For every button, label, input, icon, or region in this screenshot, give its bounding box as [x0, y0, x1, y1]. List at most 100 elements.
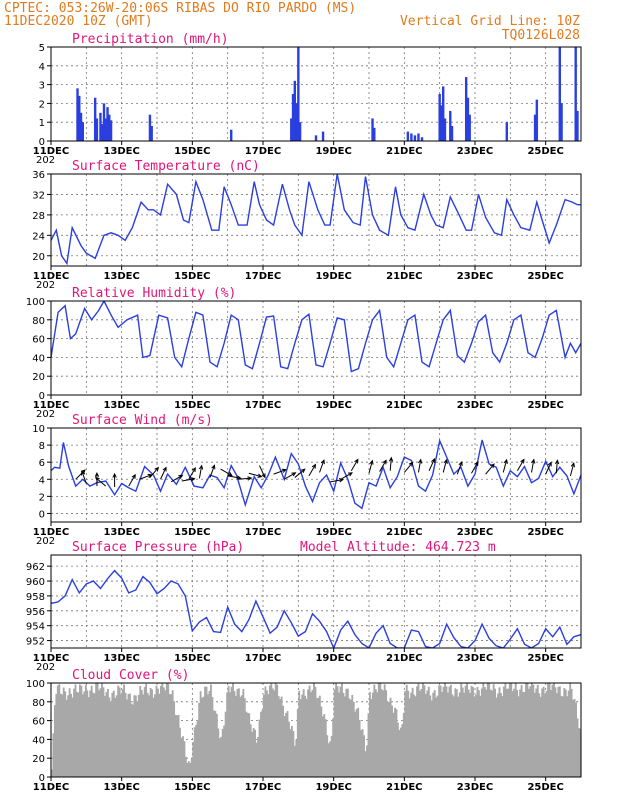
cloud-bar — [507, 688, 510, 777]
precip-bar — [371, 118, 374, 141]
series-line-pressure — [51, 569, 581, 648]
cloud-bar — [542, 686, 545, 777]
x-tick-label: 21DEC — [386, 271, 422, 282]
cloud-bar — [233, 691, 236, 777]
cloud-bar — [494, 688, 497, 777]
cloud-bar — [161, 683, 164, 777]
cloud-bar — [352, 701, 355, 777]
cloud-bar — [578, 728, 580, 777]
x-tick-label: 13DEC — [103, 400, 139, 411]
header-station-line: CPTEC: 053:26W-20:06S RIBAS DO RIO PARDO… — [4, 1, 356, 16]
cloud-bar — [134, 695, 137, 777]
x-tick-label: 23DEC — [457, 527, 493, 538]
cloud-bar — [109, 701, 112, 777]
cloud-bar — [570, 688, 573, 777]
cloud-bar — [112, 690, 115, 777]
cloud-bar — [504, 683, 507, 777]
cloud-bar — [533, 692, 536, 777]
x-tick-label: 15DEC — [174, 146, 210, 157]
cloud-bar — [255, 742, 258, 777]
precip-bar — [93, 97, 97, 141]
cloud-bar — [321, 716, 324, 777]
cloud-bar — [522, 691, 524, 777]
wind-arrow — [554, 459, 560, 474]
x-year-label: 202 — [36, 155, 55, 166]
cloud-bar — [424, 693, 427, 777]
cloud-bar — [338, 692, 340, 777]
cloud-bar — [567, 690, 570, 777]
cloud-bar — [483, 687, 486, 777]
cloud-bar — [495, 697, 498, 777]
cloud-bar — [485, 689, 488, 777]
panel-temperature: 20 24 28 32 36 11DEC 13DEC 15DEC 17DEC 19DEC 21DEC… — [32, 159, 582, 291]
cloud-bar — [500, 692, 502, 777]
cloud-bar — [558, 686, 561, 777]
wind-arrow — [283, 472, 297, 480]
cloud-bar — [182, 736, 184, 777]
panel-cloud: 0 20 40 60 80 100 11DEC 13DEC 15DEC 17DEC 19DEC 21D… — [26, 668, 582, 793]
cloud-bar — [551, 684, 554, 777]
cloud-bar — [268, 685, 271, 777]
cloud-bar — [105, 692, 108, 777]
cloud-bar — [174, 714, 177, 777]
cloud-bar — [78, 684, 81, 777]
cloud-bar — [307, 689, 310, 777]
cloud-bar — [407, 690, 410, 777]
cloud-bar — [354, 711, 357, 777]
cloud-bar — [564, 689, 567, 777]
cloud-bar — [364, 751, 367, 777]
panel-title: Precipitation (mm/h) — [72, 32, 229, 47]
cloud-bar — [226, 692, 229, 777]
cloud-bar — [90, 685, 93, 777]
cloud-bar — [258, 719, 261, 777]
precip-bar — [443, 118, 447, 141]
y-tick-label: 20 — [32, 372, 45, 383]
x-tick-label: 15DEC — [174, 653, 210, 664]
y-tick-label: 60 — [32, 717, 45, 728]
x-tick-label: 21DEC — [386, 400, 422, 411]
precip-bar — [78, 95, 81, 141]
precip-bar — [442, 86, 445, 141]
series-wind — [51, 438, 581, 510]
cloud-bar — [445, 686, 448, 777]
cloud-bar — [98, 690, 100, 777]
cloud-bar — [379, 683, 382, 777]
cloud-bar — [395, 709, 398, 777]
wind-arrow — [330, 478, 345, 483]
cloud-bar — [196, 720, 199, 777]
cloud-bar — [394, 707, 396, 777]
x-tick-label: 25DEC — [527, 146, 563, 157]
cloud-bar — [386, 702, 389, 777]
cloud-bar — [145, 683, 148, 777]
precip-bar — [466, 97, 470, 141]
cloud-bar — [541, 688, 544, 777]
cloud-bar — [327, 743, 330, 777]
cloud-bar — [210, 684, 212, 777]
cloud-bar — [363, 735, 365, 777]
cloud-bar — [264, 686, 267, 777]
precip-bar — [413, 135, 417, 141]
cloud-bar — [498, 687, 501, 777]
cloud-bar — [479, 695, 482, 777]
y-tick-label: 954 — [26, 622, 45, 633]
cloud-bar — [59, 693, 62, 777]
cloud-bar — [447, 692, 449, 777]
cloud-bar — [560, 695, 563, 777]
panel-subtitle: Model Altitude: 464.723 m — [300, 540, 496, 555]
y-tick-label: 952 — [26, 637, 45, 648]
wind-arrow — [417, 458, 423, 473]
panel-pressure: 952 954 956 958 960 962 11DEC 13DEC 15DEC 17DEC 19… — [26, 540, 582, 673]
cloud-bar — [74, 684, 77, 777]
x-tick-label: 11DEC — [33, 146, 69, 157]
cloud-bar — [308, 685, 311, 777]
cloud-bar — [263, 694, 265, 777]
cloud-bar — [380, 689, 383, 777]
y-tick-label: 2 — [39, 99, 45, 110]
cloud-bar — [538, 693, 541, 777]
x-tick-label: 25DEC — [527, 400, 563, 411]
wind-arrow — [198, 464, 204, 479]
x-tick-label: 13DEC — [103, 782, 139, 793]
cloud-bar — [555, 693, 558, 777]
y-tick-label: 0 — [39, 773, 45, 784]
cloud-bar — [302, 689, 305, 777]
